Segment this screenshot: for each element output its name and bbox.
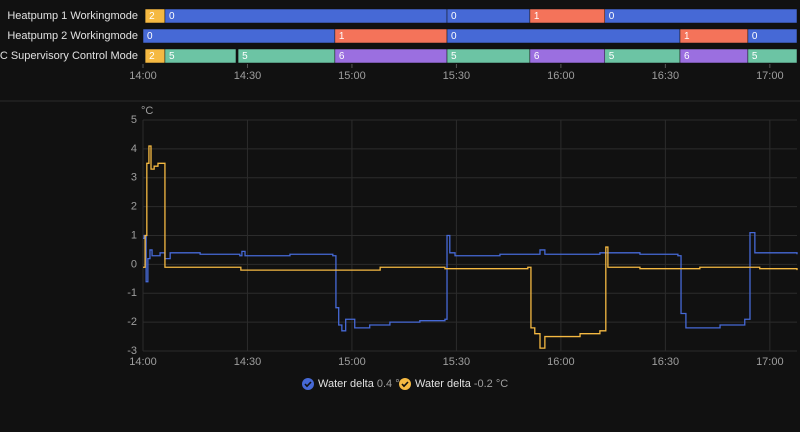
state-segment <box>679 28 749 44</box>
state-segment <box>446 28 681 44</box>
y-tick-label: 4 <box>131 143 137 155</box>
state-label: 1 <box>684 31 690 42</box>
state-label: 5 <box>752 51 758 62</box>
state-label: 1 <box>339 31 345 42</box>
y-tick-label: 1 <box>131 229 137 241</box>
legend-item[interactable]: Water delta -0.2 °C <box>399 378 508 390</box>
state-segment <box>237 48 336 64</box>
state-label: 6 <box>534 51 540 62</box>
y-tick-label: -1 <box>127 287 137 299</box>
state-segment <box>142 28 336 44</box>
x-tick-label: 14:30 <box>234 356 262 368</box>
x-tick-label: 15:30 <box>443 356 471 368</box>
state-segment <box>446 48 531 64</box>
state-label: 5 <box>169 51 175 62</box>
legend-name: Water delta <box>318 378 375 390</box>
state-label: 5 <box>609 51 615 62</box>
state-label: 2 <box>149 11 155 22</box>
state-label: 5 <box>451 51 457 62</box>
x-tick-label: 15:30 <box>443 70 471 82</box>
x-tick-label: 17:00 <box>756 70 784 82</box>
state-segment <box>164 48 237 64</box>
x-tick-label: 16:30 <box>652 70 680 82</box>
x-tick-label: 17:00 <box>756 356 784 368</box>
state-label: 0 <box>147 31 153 42</box>
y-unit: °C <box>141 105 153 117</box>
y-tick-label: 3 <box>131 172 137 184</box>
x-tick-label: 16:00 <box>547 70 575 82</box>
x-tick-label: 16:00 <box>547 356 575 368</box>
x-tick-label: 15:00 <box>338 356 366 368</box>
state-segment <box>747 28 798 44</box>
state-label: 0 <box>451 31 457 42</box>
state-label: 6 <box>339 51 345 62</box>
row-label: Heatpump 2 Workingmode <box>7 30 138 42</box>
x-tick-label: 14:00 <box>129 356 157 368</box>
state-segment <box>334 48 448 64</box>
row-label: CIC QC Supervisory Control Mode <box>0 50 138 62</box>
y-tick-label: 2 <box>131 201 137 213</box>
state-label: 5 <box>242 51 248 62</box>
x-tick-label: 15:00 <box>338 70 366 82</box>
state-segment <box>144 48 166 64</box>
check-icon <box>401 381 409 388</box>
row-label: Heatpump 1 Workingmode <box>7 10 138 22</box>
state-segment <box>529 8 606 24</box>
data-line <box>143 145 798 349</box>
data-line <box>143 231 798 332</box>
state-label: 0 <box>752 31 758 42</box>
state-segment <box>604 8 798 24</box>
state-segment <box>164 8 448 24</box>
y-tick-label: 0 <box>131 258 137 270</box>
y-tick-label: 5 <box>131 114 137 126</box>
state-label: 0 <box>451 11 457 22</box>
state-label: 0 <box>609 11 615 22</box>
state-segment <box>679 48 749 64</box>
legend-item[interactable]: Water delta 0.4 °C <box>302 378 408 390</box>
state-segment <box>144 8 166 24</box>
state-label: 6 <box>684 51 690 62</box>
x-tick-label: 16:30 <box>652 356 680 368</box>
state-segment <box>604 48 681 64</box>
legend-name: Water delta <box>415 378 472 390</box>
legend-value: -0.2 °C <box>474 378 508 390</box>
y-tick-label: -3 <box>127 345 137 357</box>
state-segment <box>747 48 798 64</box>
state-segment <box>446 8 531 24</box>
state-label: 0 <box>169 11 175 22</box>
check-icon <box>304 381 312 388</box>
state-label: 2 <box>149 51 155 62</box>
state-segment <box>529 48 606 64</box>
state-segment <box>334 28 448 44</box>
state-label: 1 <box>534 11 540 22</box>
y-tick-label: -2 <box>127 316 137 328</box>
x-tick-label: 14:30 <box>234 70 262 82</box>
x-tick-label: 14:00 <box>129 70 157 82</box>
